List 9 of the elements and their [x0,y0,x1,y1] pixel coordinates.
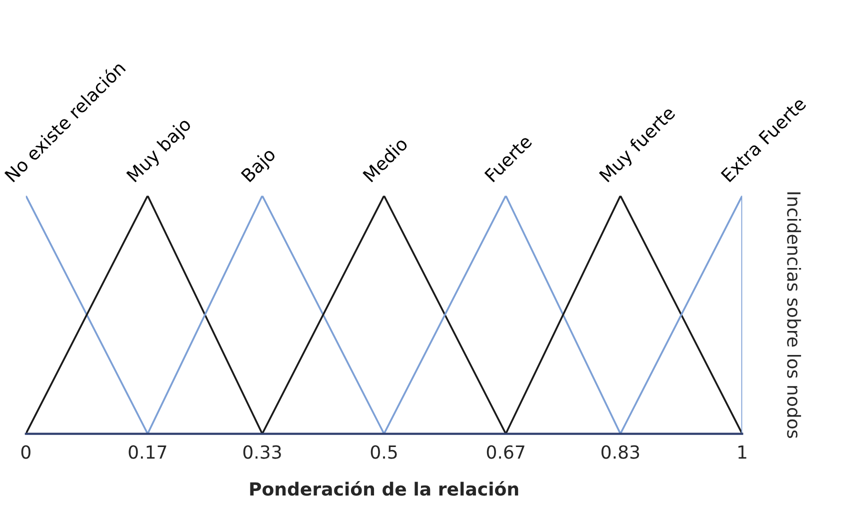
x-tick-label: 0 [21,445,30,459]
x-tick-label: 0.33 [243,445,281,459]
x-axis-title: Ponderación de la relación [250,481,518,496]
x-tick-label: 0.5 [370,445,397,459]
y-axis-title: Incidencias sobre los nodos [787,192,802,438]
x-tick-label: 1 [738,445,746,459]
x-tick-label: 0.67 [486,445,524,459]
x-tick-label: 0.17 [128,445,166,459]
x-tick-label: 0.83 [602,445,640,459]
